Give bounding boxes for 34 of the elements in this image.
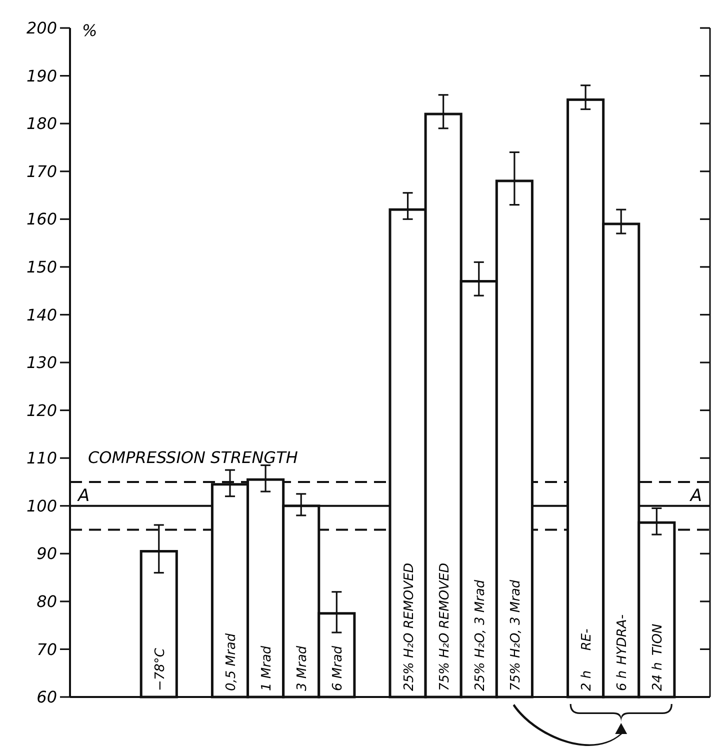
y-tick-label: 160 xyxy=(26,210,57,229)
x-tick-label: 75% H₂O, 3 Mrad xyxy=(508,579,524,691)
x-tick-label: 6 Mrad xyxy=(330,645,346,691)
x-tick-label: 25% H₂O, 3 Mrad xyxy=(472,579,488,691)
x-tick-label: 75% H₂O REMOVED xyxy=(437,562,452,691)
y-tick-label: 180 xyxy=(26,114,57,134)
annotation: COMPRESSION STRENGTH xyxy=(88,448,298,467)
y-tick-label: 140 xyxy=(26,305,57,324)
x-tick-label: 25% H₂O REMOVED xyxy=(402,562,417,691)
x-tick-label: 0,5 Mrad xyxy=(224,632,239,691)
y-tick-label: 200 xyxy=(26,18,57,38)
y-tick-label: 170 xyxy=(26,162,57,181)
y-tick-label: 130 xyxy=(26,353,57,372)
y-tick-label: 60 xyxy=(36,688,57,707)
y-tick-label: 70 xyxy=(36,640,57,659)
annotation: HYDRA- xyxy=(615,614,630,665)
ref-line-label: A xyxy=(77,486,90,506)
text: A xyxy=(690,486,702,506)
y-axis-title: % xyxy=(82,21,98,40)
x-tick-label: −78°C xyxy=(152,647,168,691)
x-tick-label: 6 h xyxy=(615,670,630,691)
annotation: TION xyxy=(650,624,666,656)
x-tick-label: 24 h xyxy=(650,662,666,691)
x-tick-label: 3 Mrad xyxy=(295,645,310,691)
y-tick-label: 90 xyxy=(36,544,57,564)
x-tick-label: 1 Mrad xyxy=(260,645,275,691)
y-tick-label: 190 xyxy=(26,66,57,86)
annotation: RE- xyxy=(580,628,595,651)
y-tick-label: 120 xyxy=(26,400,57,420)
y-tick-label: 80 xyxy=(36,592,57,612)
y-tick-label: 110 xyxy=(26,448,57,468)
y-tick-label: 100 xyxy=(26,496,57,516)
y-tick-label: 150 xyxy=(26,258,57,277)
x-tick-label: 2 h xyxy=(580,670,595,691)
